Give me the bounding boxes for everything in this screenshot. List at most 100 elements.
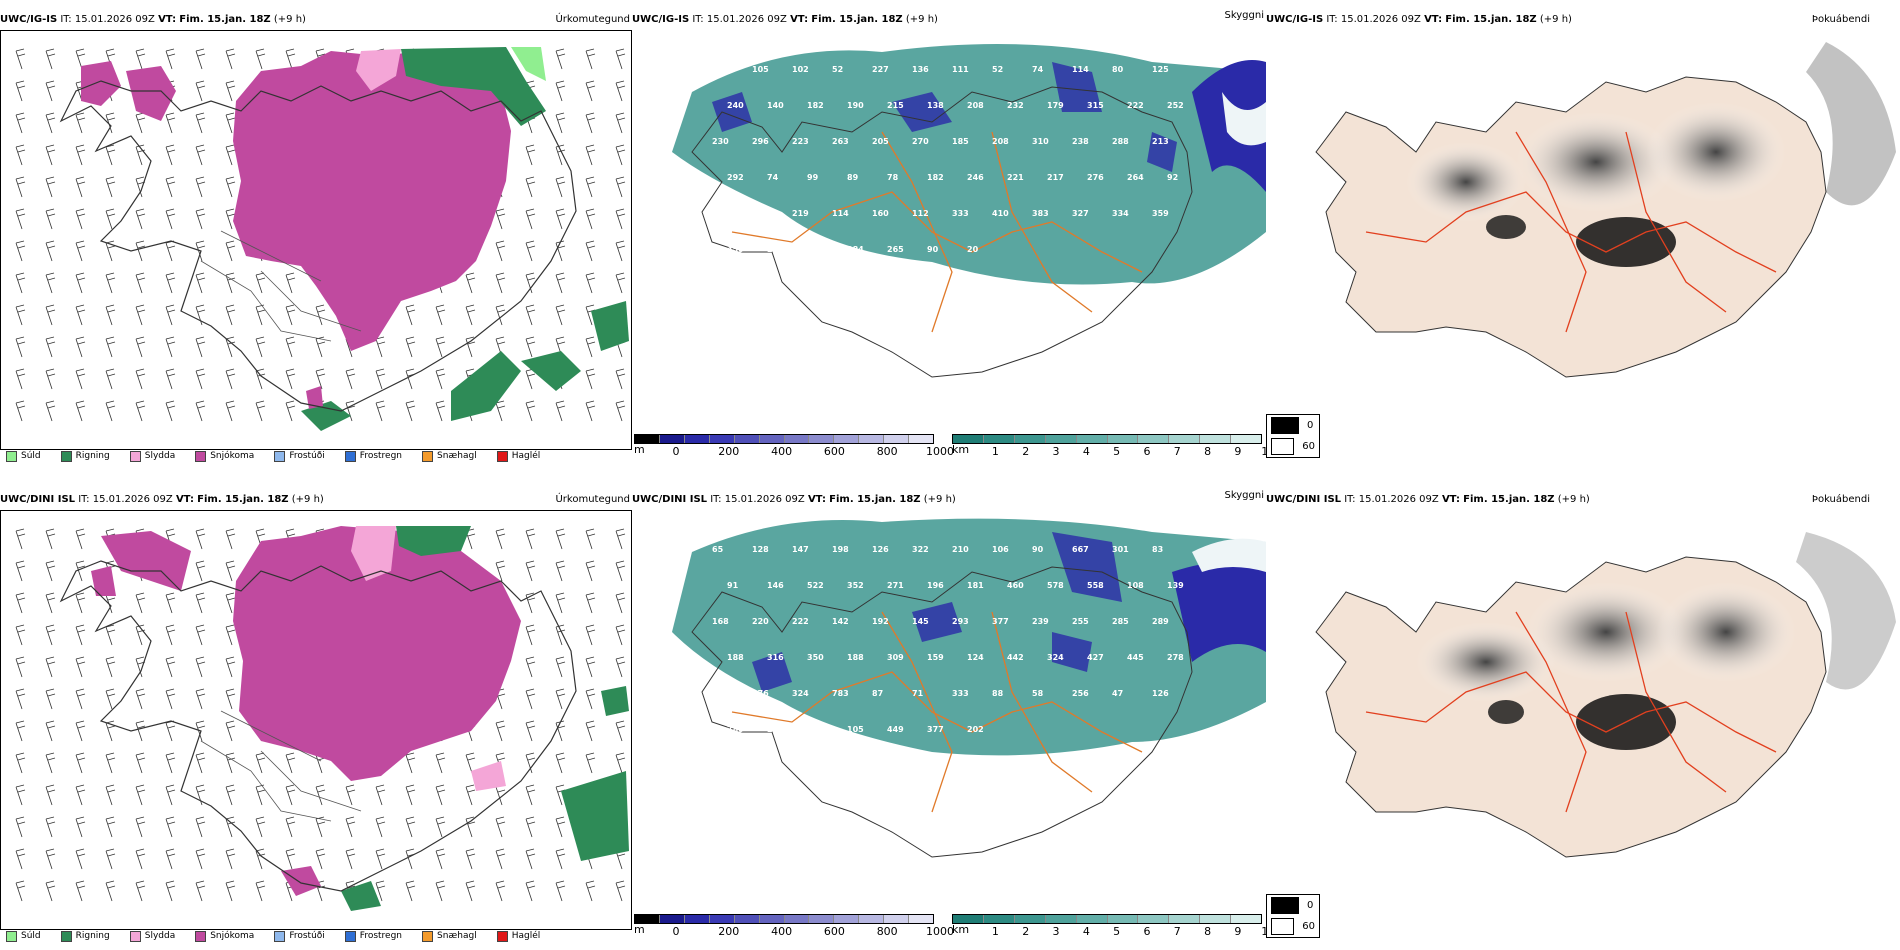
ceiling-value-label: 350 [807,653,824,662]
wind-barb [585,176,596,198]
fog-offshore [1806,42,1896,206]
wind-barb [615,624,626,646]
wind-barb [195,848,206,870]
wind-barb [525,528,536,550]
wind-barb [495,560,506,582]
wind-barb [105,368,116,390]
wind-barb [555,880,566,902]
ceiling-value-label: 289 [1152,617,1169,626]
colorbar-cell [1200,435,1232,443]
visibility-colorbar-ticks: 12345678910 [952,924,1275,938]
ceiling-value-label: 219 [792,209,809,218]
fog-blob [1516,112,1676,212]
wind-barb [135,624,146,646]
snow-area [233,51,511,351]
ceiling-value-label: 52 [832,65,843,74]
ceiling-value-label: 410 [992,209,1009,218]
wind-barb [45,560,56,582]
ceiling-value-label: 65 [712,545,724,554]
wind-barb [15,528,26,550]
wind-barb [225,656,236,678]
wind-barb [285,400,296,422]
ceiling-value-label: 246 [967,173,984,182]
wind-barb [165,368,176,390]
valid-label: VT: [175,494,194,505]
wind-barb [45,688,56,710]
wind-barb [135,48,146,70]
wind-barb [375,336,386,358]
wind-barb [585,208,596,230]
wind-barb [285,848,296,870]
wind-barb [405,880,416,902]
colorbar-tick-label: 8 [1204,445,1212,458]
colorbar-cell [759,915,785,923]
row2-visibility-panel: UWC/DINI ISL IT: 15.01.2026 09Z VT: Fim.… [632,490,1275,944]
road-network [731,131,1143,333]
wind-barb [615,112,626,134]
wind-barb [15,112,26,134]
ceiling-value-label: 65 [712,65,724,74]
ceiling-colorbar: 0 200 400 600 800 1000 m [634,914,954,938]
init-label: IT: [60,14,72,25]
wind-barb [165,112,176,134]
ceiling-value-label: 263 [832,137,849,146]
ceiling-value-label: 105 [847,725,864,734]
ceiling-value-label: 278 [1167,653,1184,662]
wind-barb [165,880,176,902]
colorbar-cell [759,435,785,443]
wind-barb [165,48,176,70]
snow-area-south [281,866,321,896]
ceiling-value-label: 466 [712,689,729,698]
wind-barb [525,240,536,262]
ceiling-value-label: 168 [712,617,729,626]
ceiling-value-label: 667 [1072,545,1089,554]
wind-barb [45,48,56,70]
ceiling-value-label: 125 [1152,65,1169,74]
panel-title: Þokuábendi [1811,494,1870,505]
wind-barb [465,784,476,806]
wind-barb [135,240,146,262]
ceiling-value-label: 114 [807,725,824,734]
wind-barb [525,816,536,838]
init-time: 15.01.2026 09Z [706,14,787,25]
wind-barb [75,720,86,742]
road-network [1365,131,1777,333]
wind-barb [435,336,446,358]
visibility-colorbar-ticks: 12345678910 [952,444,1275,458]
valid-label: VT: [790,14,809,25]
wind-barb [165,144,176,166]
init-time: 15.01.2026 09Z [1340,14,1421,25]
wind-barb [375,816,386,838]
ceiling-value-label: 522 [807,581,824,590]
wind-barb [345,784,356,806]
low-visibility-area [672,44,1266,285]
wind-barb [135,272,146,294]
ceiling-value-label: 90 [1032,545,1044,554]
wind-barb [615,272,626,294]
wind-barb [555,560,566,582]
wind-barb [15,880,26,902]
wind-barb [165,624,176,646]
wind-barb [225,144,236,166]
ceiling-value-label: 188 [847,653,864,662]
wind-barb [525,304,536,326]
wind-barb [315,816,326,838]
wind-barb [585,48,596,70]
ceiling-value-label: 99 [807,173,819,182]
wind-barb [15,400,26,422]
wind-barb [195,816,206,838]
legend-item-snjokoma: Snjókoma [195,930,254,942]
colorbar-tick-label: 9 [1234,445,1242,458]
wind-barb [525,144,536,166]
visibility-map: 65 128 147 198 126 322 210 106 90 667 301 83 91 146 52… [632,512,1266,912]
wind-barb [465,272,476,294]
ceiling-value-label: 138 [927,101,944,110]
wind-barb [555,304,566,326]
wind-barb [555,592,566,614]
wind-barb [375,880,386,902]
model-name: UWC/IG-IS [632,14,690,25]
wind-barb [45,208,56,230]
lead-time: (+9 h) [291,494,324,505]
wind-barb [45,784,56,806]
ceiling-value-label: 293 [952,617,969,626]
